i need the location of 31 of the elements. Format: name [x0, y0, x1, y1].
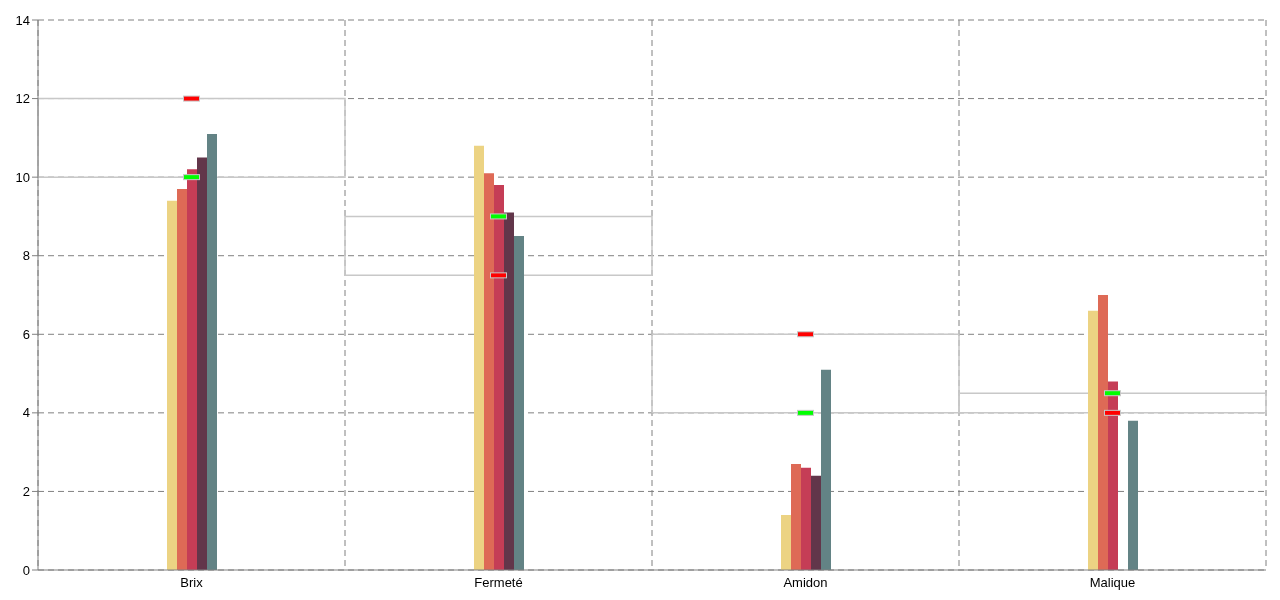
bar — [1128, 420, 1138, 570]
y-tick-label: 4 — [22, 405, 30, 421]
bar — [1108, 381, 1118, 570]
y-tick-label: 6 — [22, 326, 30, 342]
bar — [811, 475, 821, 570]
bar — [1098, 295, 1108, 570]
bar — [1088, 310, 1098, 570]
x-tick-label: Brix — [180, 575, 204, 591]
bar — [821, 369, 831, 570]
bar — [791, 463, 801, 570]
y-tick-label: 2 — [22, 484, 30, 500]
bar — [187, 169, 197, 570]
bar — [494, 185, 504, 570]
y-tick-label: 10 — [15, 169, 30, 185]
bar — [514, 236, 524, 570]
y-tick-label: 8 — [22, 248, 30, 264]
bar — [504, 212, 514, 570]
x-tick-label: Malique — [1089, 575, 1136, 591]
bar — [801, 467, 811, 570]
bar — [207, 133, 217, 570]
bar — [484, 173, 494, 570]
bar — [177, 188, 187, 570]
y-tick-label: 12 — [15, 91, 30, 107]
bar — [167, 200, 177, 570]
x-tick-label: Amidon — [783, 575, 828, 591]
y-tick-label: 14 — [15, 12, 30, 28]
bar — [197, 157, 207, 570]
bar — [474, 145, 484, 570]
y-tick-label: 0 — [22, 562, 30, 578]
x-tick-label: Fermeté — [474, 575, 523, 591]
bar — [781, 515, 791, 570]
